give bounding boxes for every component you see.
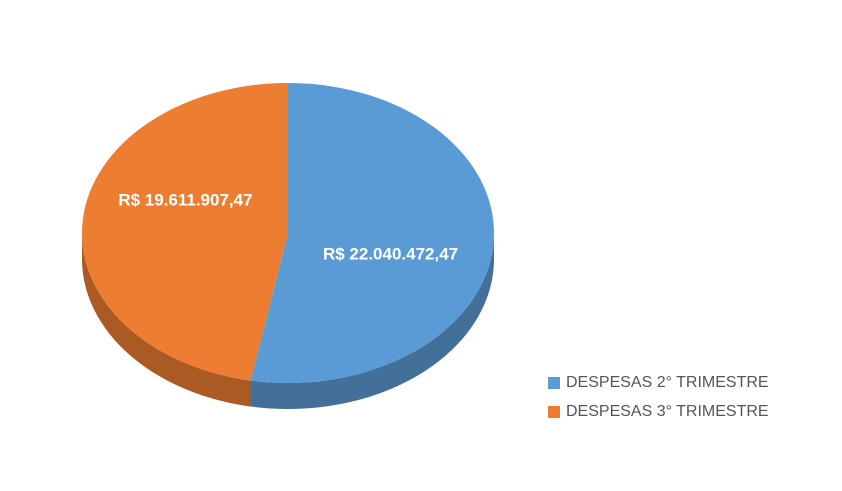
slice — [81, 82, 289, 381]
slice-side — [250, 233, 494, 409]
legend-swatch — [548, 406, 560, 418]
legend-swatch — [548, 377, 560, 389]
legend-label: DESPESAS 3° TRIMESTRE — [566, 403, 769, 420]
slice — [250, 83, 494, 383]
legend-label: DESPESAS 2° TRIMESTRE — [566, 374, 769, 391]
slice-side — [82, 233, 251, 407]
data-label: R$ 22.040.472,47 — [323, 244, 458, 263]
data-label: R$ 19.611.907,47 — [118, 191, 252, 210]
